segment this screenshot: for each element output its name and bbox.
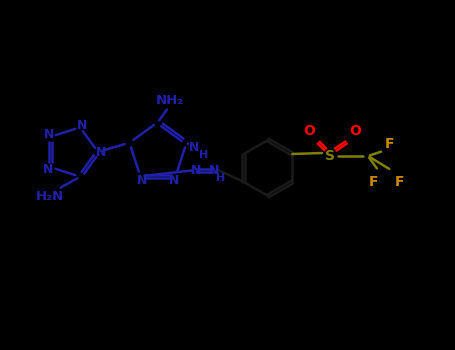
Text: H: H [199, 150, 208, 160]
Text: N: N [209, 164, 219, 177]
Text: F: F [368, 175, 378, 189]
Text: F: F [385, 137, 395, 151]
Text: N: N [168, 174, 179, 187]
Text: F: F [395, 175, 405, 189]
Text: O: O [349, 124, 361, 138]
Text: H: H [217, 173, 226, 183]
Text: N: N [44, 128, 54, 141]
Text: O: O [303, 124, 315, 138]
Text: S: S [325, 149, 335, 163]
Text: N: N [191, 163, 201, 176]
Text: N: N [189, 141, 200, 154]
Text: N: N [96, 146, 106, 159]
Text: N: N [43, 163, 53, 176]
Text: H₂N: H₂N [36, 190, 64, 203]
Text: N: N [77, 119, 87, 132]
Text: N: N [137, 174, 147, 187]
Text: NH₂: NH₂ [156, 93, 184, 106]
